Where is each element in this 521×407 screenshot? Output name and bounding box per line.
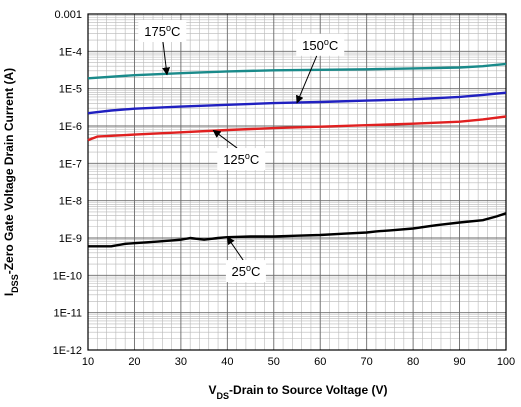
series-group bbox=[87, 62, 507, 248]
annotation-label: 150oC bbox=[302, 37, 338, 53]
x-axis-title: VDS-Drain to Source Voltage (V) bbox=[209, 383, 388, 401]
y-tick-label: 1E-12 bbox=[53, 345, 82, 357]
y-tick-label: 1E-6 bbox=[59, 121, 82, 133]
annotation-label: 175oC bbox=[144, 23, 180, 39]
annotation-arrow bbox=[212, 129, 238, 149]
y-tick-labels: 1E-12 1E-11 1E-10 1E-9 1E-8 1E-7 1E-6 1E-5 1E-4 0… bbox=[53, 9, 82, 357]
annotation-arrow bbox=[162, 41, 171, 76]
x-tick-label: 40 bbox=[221, 356, 233, 368]
y-tick-label: 1E-4 bbox=[59, 46, 82, 58]
y-tick-label: 1E-10 bbox=[53, 270, 82, 282]
series-line-2 bbox=[87, 115, 507, 142]
x-tick-label: 100 bbox=[497, 356, 515, 368]
annotation-label: 125oC bbox=[223, 151, 259, 167]
series-line-3 bbox=[88, 212, 507, 248]
y-tick-label: 1E-8 bbox=[59, 196, 82, 208]
y-tick-label: 1E-5 bbox=[59, 84, 82, 96]
annotation-arrow bbox=[226, 236, 244, 261]
x-tick-label: 80 bbox=[407, 356, 419, 368]
x-tick-labels: 10 20 30 40 50 60 70 80 90 100 bbox=[82, 356, 515, 368]
major-grid bbox=[87, 13, 507, 351]
x-tick-label: 70 bbox=[361, 356, 373, 368]
series-line-1 bbox=[87, 91, 507, 115]
x-tick-label: 10 bbox=[82, 356, 94, 368]
minor-grid bbox=[88, 14, 506, 350]
y-tick-label: 1E-11 bbox=[53, 308, 82, 320]
annotation-box bbox=[138, 20, 187, 43]
plot-area-frame bbox=[87, 13, 507, 351]
annotation-box bbox=[225, 260, 266, 283]
y-tick-label: 1E-9 bbox=[59, 233, 82, 245]
annotation-label: 25oC bbox=[231, 263, 260, 279]
x-tick-label: 60 bbox=[314, 356, 326, 368]
y-tick-label: 0.001 bbox=[54, 9, 82, 21]
temperature-annotations: 175oC 150oC 125oC 25oC bbox=[138, 20, 345, 283]
annotation-box bbox=[296, 33, 345, 56]
annotation-arrow bbox=[296, 55, 318, 104]
x-tick-label: 50 bbox=[268, 356, 280, 368]
plot-border bbox=[87, 13, 507, 351]
x-tick-label: 30 bbox=[175, 356, 187, 368]
y-tick-label: 1E-7 bbox=[59, 158, 82, 170]
x-tick-label: 20 bbox=[128, 356, 140, 368]
y-axis-title: IDSS-Zero Gate Voltage Drain Current (A) bbox=[2, 68, 20, 296]
annotation-box bbox=[217, 148, 266, 171]
x-tick-label: 90 bbox=[453, 356, 465, 368]
